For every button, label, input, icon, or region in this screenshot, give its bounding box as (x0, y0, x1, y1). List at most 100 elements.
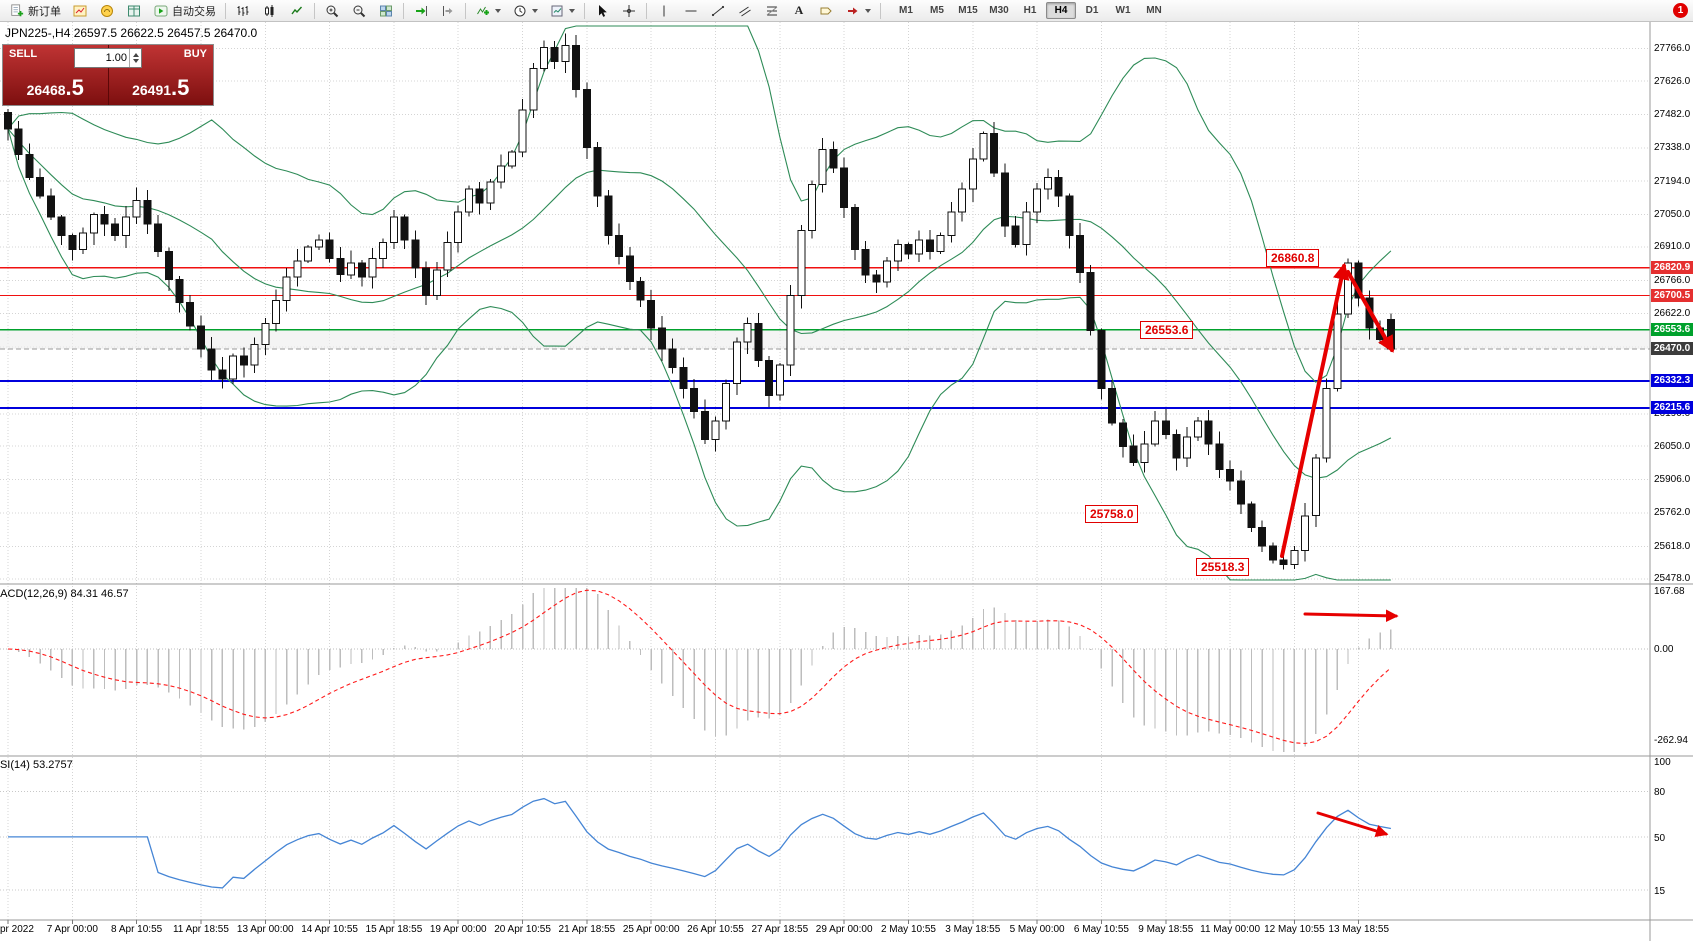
rsi-tick-label: 100 (1654, 757, 1671, 768)
price-tick-label: 26622.0 (1654, 308, 1691, 320)
horizontal-levels (0, 266, 1650, 409)
autotrading-button[interactable]: 自动交易 (148, 0, 221, 21)
price-tick-label: 26766.0 (1654, 274, 1691, 286)
arrows-dropdown-caret[interactable] (865, 8, 871, 13)
rsi-tick-label: 15 (1654, 886, 1666, 898)
trendline-tool-button[interactable] (705, 2, 731, 20)
level-zone (0, 329, 1650, 349)
crosshair-tool-button[interactable] (616, 2, 642, 20)
time-axis-label: 27 Apr 18:55 (751, 924, 809, 935)
bollinger-bands (7, 25, 1392, 581)
horizontal-line-tool-button[interactable] (678, 2, 704, 20)
toolbar-separator (465, 2, 466, 19)
zoom-in-button[interactable] (319, 2, 345, 20)
profiles-button[interactable] (94, 2, 120, 20)
level-price-label: 26553.6 (1651, 322, 1693, 336)
volume-up-icon (132, 53, 139, 57)
time-axis-label: 13 May 18:55 (1328, 924, 1390, 935)
price-annotation[interactable]: 26860.8 (1266, 249, 1320, 268)
timeframe-m1[interactable]: M1 (899, 5, 913, 16)
timeframe-toolbar: M1 M5 M15 M30 H1 H4 D1 W1 MN (891, 2, 1169, 19)
time-axis-label: 5 May 00:00 (1009, 924, 1065, 935)
cursor-tool-button[interactable] (589, 2, 615, 20)
buy-button[interactable]: BUY 26491.5 (108, 45, 213, 105)
timeframe-h1[interactable]: H1 (1023, 5, 1037, 16)
macd-indicator-label: MACD(12,26,9) 84.31 46.57 (0, 588, 129, 600)
price-tick-label: 26910.0 (1654, 241, 1691, 253)
line-chart-mode-button[interactable] (284, 2, 310, 20)
timeframe-h4[interactable]: H4 (1046, 2, 1076, 19)
time-axis-label: 13 Apr 00:00 (236, 924, 294, 935)
new-chart-button[interactable] (67, 2, 93, 20)
price-tick-label: 27482.0 (1654, 108, 1691, 120)
toolbar-separator (880, 2, 881, 19)
time-axis-label: 12 May 10:55 (1264, 924, 1325, 935)
time-axis-label: 9 May 18:55 (1138, 924, 1194, 935)
bar-chart-mode-button[interactable] (230, 2, 256, 20)
zoom-out-button[interactable] (346, 2, 372, 20)
market-watch-button[interactable] (121, 2, 147, 20)
timeframe-m5[interactable]: M5 (930, 5, 944, 16)
text-label-tool-button[interactable] (813, 2, 839, 20)
new-order-label: 新订单 (28, 5, 61, 18)
text-tool-icon: A (794, 3, 804, 17)
rsi-tick-label: 80 (1654, 787, 1666, 799)
volume-down-icon (132, 59, 139, 63)
text-tool-button[interactable]: A (786, 2, 812, 20)
toolbar-separator (646, 2, 647, 19)
time-axis-label: 15 Apr 18:55 (365, 924, 423, 935)
volume-input[interactable]: 1.00 (74, 48, 142, 68)
time-axis-label: 19 Apr 00:00 (429, 924, 487, 935)
tile-windows-button[interactable] (373, 2, 399, 20)
timeframe-mn[interactable]: MN (1146, 5, 1162, 16)
price-tick-label: 27050.0 (1654, 209, 1691, 221)
channel-tool-button[interactable] (732, 2, 758, 20)
macd-tick-label: -262.94 (1654, 735, 1688, 747)
chart-shift-button[interactable] (435, 2, 461, 20)
templates-dropdown-caret[interactable] (569, 8, 575, 13)
price-tick-label: 27194.0 (1654, 175, 1691, 187)
timeframe-m15[interactable]: M15 (958, 5, 978, 16)
template-icon (549, 3, 565, 19)
indicators-dropdown-caret[interactable] (495, 8, 501, 13)
macd-histogram (18, 588, 1392, 752)
time-axis-label: 6 May 10:55 (1073, 924, 1129, 935)
candlestick-mode-button[interactable] (257, 2, 283, 20)
buy-label: BUY (183, 48, 207, 60)
vertical-line-tool-button[interactable] (651, 2, 677, 20)
new-order-button[interactable]: 新订单 (4, 0, 66, 21)
auto-scroll-button[interactable] (408, 2, 434, 20)
fibonacci-tool-button[interactable] (759, 2, 785, 20)
notifications-badge[interactable]: 1 (1673, 3, 1688, 18)
volume-spinner[interactable] (129, 49, 141, 67)
volume-value: 1.00 (105, 52, 127, 64)
price-annotation[interactable]: 25518.3 (1196, 557, 1250, 576)
candlesticks (4, 33, 1395, 570)
rsi-tick-label: 50 (1654, 832, 1666, 844)
price-annotation[interactable]: 26553.6 (1140, 320, 1194, 339)
templates-button[interactable] (544, 0, 580, 21)
clock-icon (512, 3, 528, 19)
time-axis-label: 7 Apr 00:00 (46, 924, 98, 935)
timeframe-w1[interactable]: W1 (1115, 5, 1131, 16)
timeframe-d1[interactable]: D1 (1085, 5, 1099, 16)
rsi-indicator-label: RSI(14) 53.2757 (0, 759, 73, 771)
level-price-label: 26700.5 (1651, 288, 1693, 302)
periods-button[interactable] (507, 0, 543, 21)
macd-tick-label: 0.00 (1654, 644, 1674, 655)
indicators-button[interactable] (470, 0, 506, 21)
price-tick-label: 26050.0 (1654, 440, 1691, 452)
time-axis-label: 21 Apr 18:55 (558, 924, 616, 935)
periods-dropdown-caret[interactable] (532, 8, 538, 13)
price-annotation[interactable]: 25758.0 (1085, 504, 1139, 523)
time-axis-label: 20 Apr 10:55 (494, 924, 551, 935)
autotrading-icon (153, 3, 169, 19)
price-tick-label: 27338.0 (1654, 142, 1691, 154)
timeframe-m30[interactable]: M30 (989, 5, 1009, 16)
arrows-tool-button[interactable] (840, 0, 876, 21)
time-axis-label: 14 Apr 10:55 (301, 924, 358, 935)
price-tick-label: 25618.0 (1654, 540, 1691, 552)
time-axis-label: 26 Apr 10:55 (687, 924, 744, 935)
autotrading-label: 自动交易 (172, 5, 216, 18)
